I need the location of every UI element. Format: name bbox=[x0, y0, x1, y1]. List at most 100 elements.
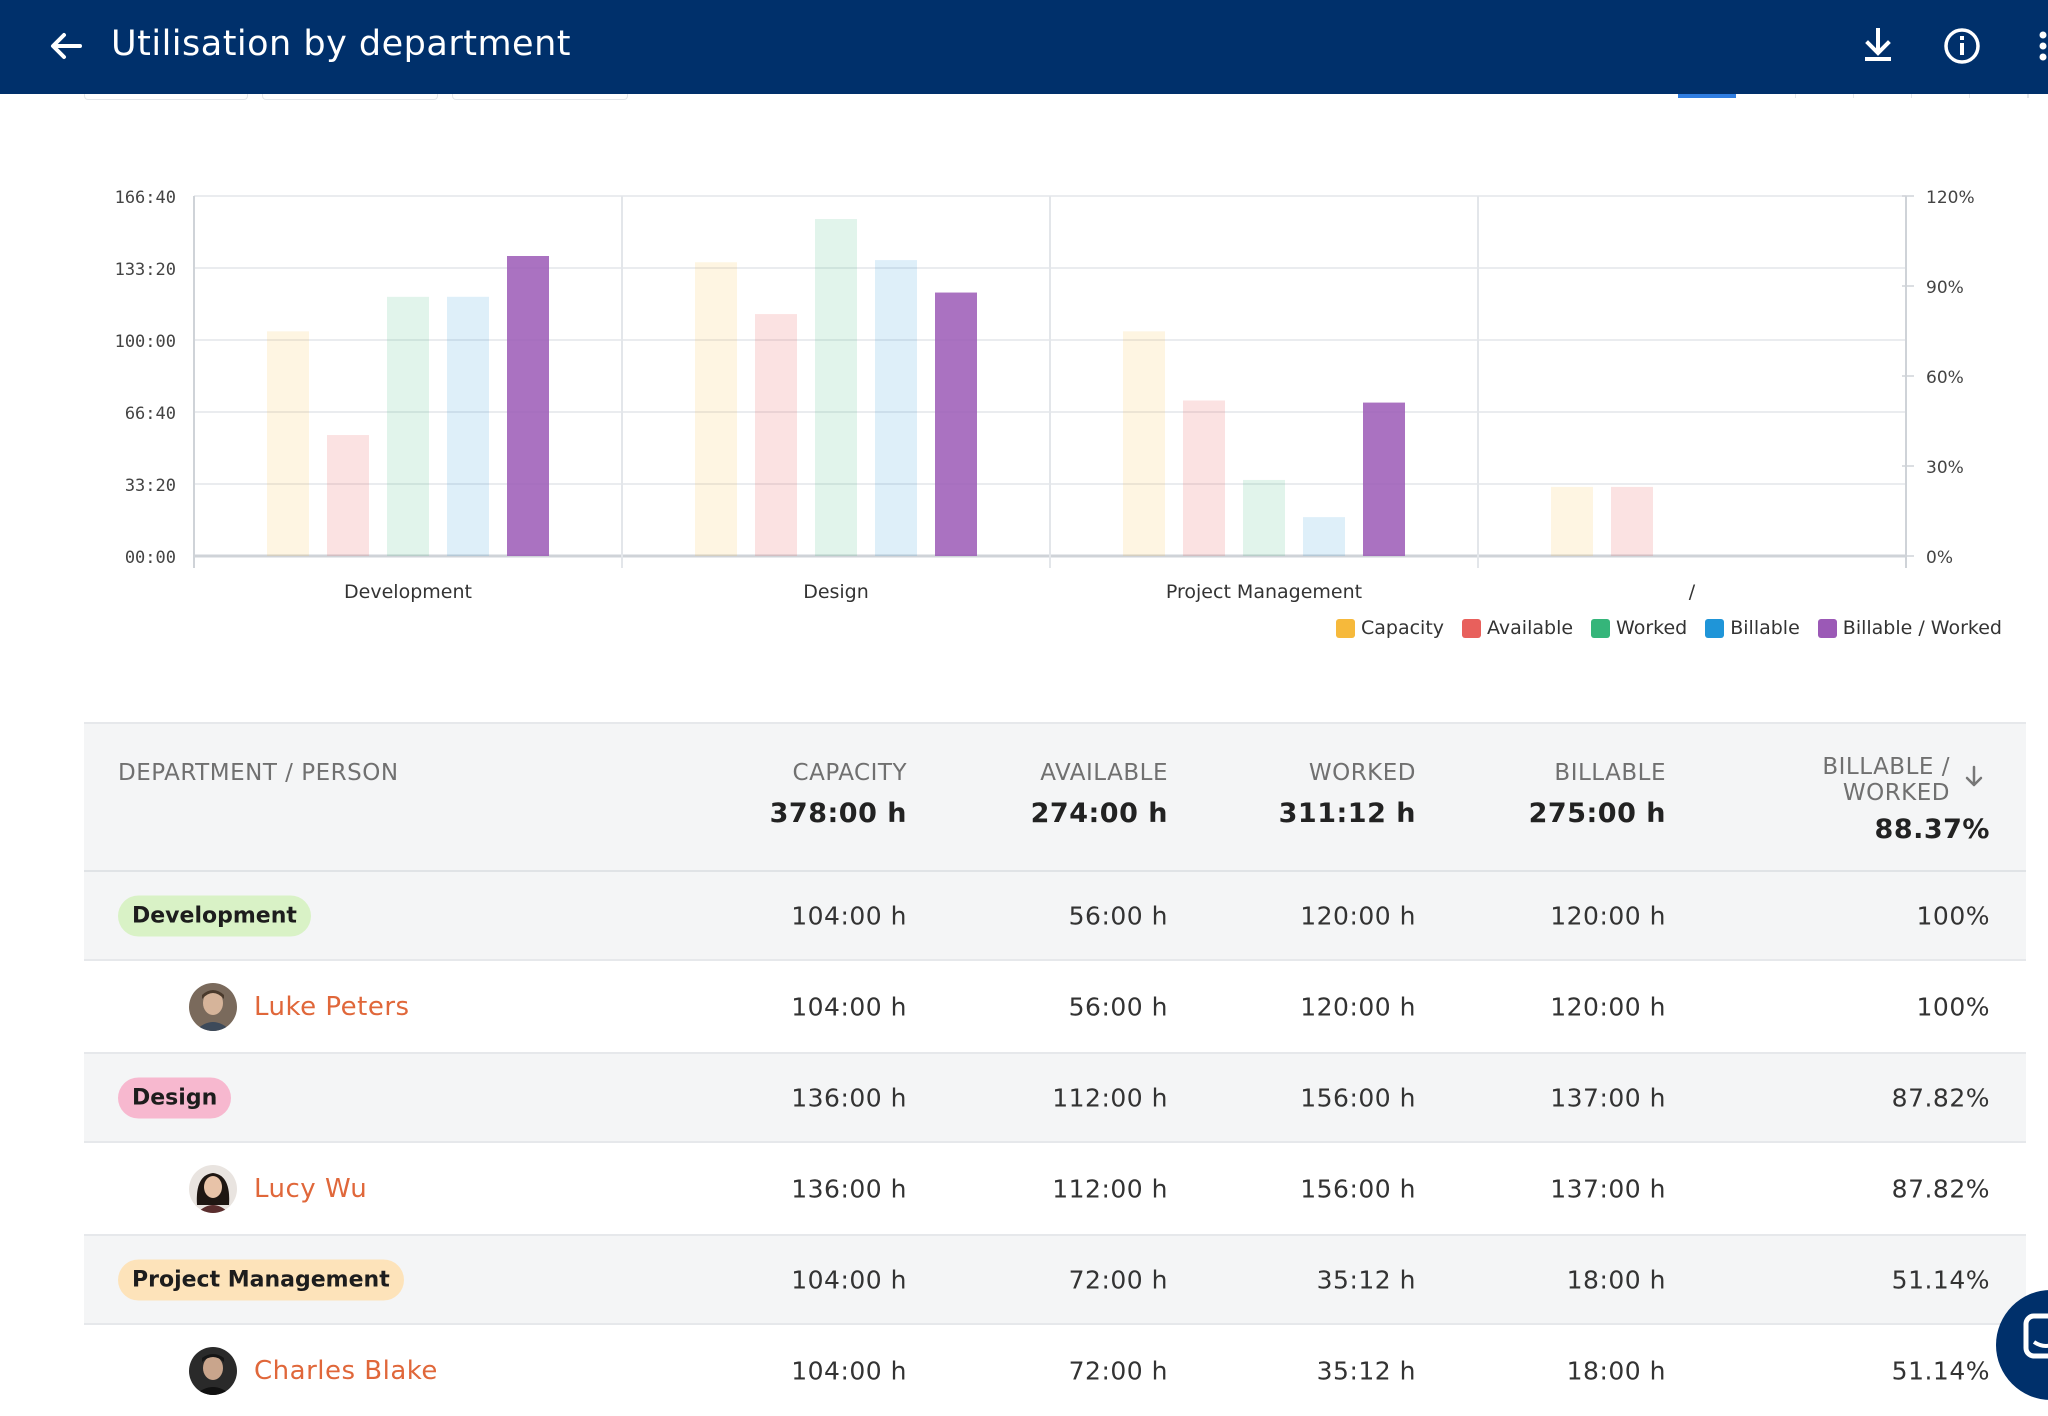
y-axis-right-tick-label: 90% bbox=[1926, 278, 1964, 298]
column-header-capacity[interactable]: Capacity bbox=[792, 760, 907, 786]
cell-billable: 120:00 h bbox=[1550, 901, 1666, 930]
legend-item-available[interactable]: Available bbox=[1462, 617, 1573, 639]
total-available: 274:00 h bbox=[1030, 798, 1168, 829]
utilisation-chart: 00:00 33:20 66:40 100:00 133:20 166:40 0% 30% 60… bbox=[115, 188, 1975, 603]
bar-worked bbox=[1243, 479, 1285, 556]
table-row-department[interactable]: Design 136:00 h 112:00 h 156:00 h 137:00… bbox=[84, 1054, 2026, 1143]
x-axis-category-label: Development bbox=[344, 581, 472, 603]
y-axis-right-tick-label: 120% bbox=[1926, 188, 1975, 208]
bar-available bbox=[755, 314, 797, 556]
total-capacity: 378:00 h bbox=[769, 798, 907, 829]
y-axis-right-tick-label: 0% bbox=[1926, 548, 1953, 568]
table-row-person[interactable]: Charles Blake 104:00 h 72:00 h 35:12 h 1… bbox=[84, 1325, 2026, 1416]
avatar bbox=[189, 1346, 237, 1395]
y-axis-left-tick-label: 00:00 bbox=[125, 548, 176, 568]
bar-billable bbox=[447, 296, 489, 556]
department-tag[interactable]: Design bbox=[118, 1077, 232, 1118]
legend-label: Available bbox=[1487, 617, 1574, 639]
legend-label: Billable bbox=[1730, 617, 1800, 639]
column-header-worked[interactable]: Worked bbox=[1308, 760, 1416, 786]
download-icon bbox=[1865, 28, 1891, 61]
cell-billable-worked: 87.82% bbox=[1891, 1174, 1990, 1203]
person-name-link[interactable]: Luke Peters bbox=[254, 991, 410, 1022]
column-header-billable-worked[interactable]: Billable / Worked bbox=[1822, 754, 1950, 806]
info-button[interactable] bbox=[1936, 20, 1988, 72]
cell-available: 56:00 h bbox=[1068, 992, 1168, 1021]
legend-label: Worked bbox=[1616, 617, 1688, 639]
legend-item-billable[interactable]: Billable bbox=[1705, 617, 1800, 639]
cell-worked: 120:00 h bbox=[1300, 992, 1416, 1021]
legend-swatch bbox=[1335, 618, 1355, 638]
person-name-link[interactable]: Lucy Wu bbox=[254, 1173, 368, 1204]
cell-billable-worked: 51.14% bbox=[1891, 1265, 1990, 1294]
avatar bbox=[189, 1164, 237, 1213]
cell-worked: 35:12 h bbox=[1316, 1356, 1416, 1385]
sort-descending-icon[interactable] bbox=[1962, 764, 1986, 790]
person-name-link[interactable]: Charles Blake bbox=[254, 1355, 438, 1386]
x-axis-category-label: Design bbox=[803, 581, 869, 603]
department-tag[interactable]: Project Management bbox=[118, 1259, 404, 1300]
total-billable-worked: 88.37% bbox=[1874, 814, 1990, 845]
bar-worked bbox=[387, 296, 429, 556]
legend-label: Capacity bbox=[1360, 617, 1445, 639]
legend-item-billable-worked[interactable]: Billable / Worked bbox=[1817, 617, 2002, 639]
chat-launcher-button[interactable] bbox=[1996, 1290, 2048, 1400]
column-header-name: Department / Person bbox=[118, 760, 399, 786]
more-vertical-icon bbox=[2039, 31, 2047, 61]
y-axis-left-tick-label: 33:20 bbox=[125, 476, 176, 496]
bar-worked bbox=[815, 219, 857, 556]
cell-capacity: 104:00 h bbox=[791, 901, 907, 930]
info-icon bbox=[1944, 28, 1980, 64]
filter-control[interactable] bbox=[262, 93, 438, 100]
legend-swatch bbox=[1462, 618, 1482, 638]
cell-worked: 35:12 h bbox=[1316, 1265, 1416, 1294]
bar-capacity bbox=[267, 331, 309, 556]
cell-capacity: 136:00 h bbox=[791, 1174, 907, 1203]
bar-capacity bbox=[1123, 331, 1165, 556]
column-header-available[interactable]: Available bbox=[1040, 760, 1168, 786]
column-header-billable[interactable]: Billable bbox=[1554, 760, 1666, 786]
download-button[interactable] bbox=[1852, 20, 1904, 72]
cell-capacity: 104:00 h bbox=[791, 1356, 907, 1385]
cell-billable-worked: 51.14% bbox=[1891, 1356, 1990, 1385]
legend-swatch bbox=[1705, 618, 1725, 638]
filter-control[interactable] bbox=[84, 93, 248, 100]
cell-capacity: 136:00 h bbox=[791, 1083, 907, 1112]
filter-control[interactable] bbox=[452, 93, 628, 100]
cell-capacity: 104:00 h bbox=[791, 992, 907, 1021]
view-tabs[interactable] bbox=[1738, 94, 2029, 98]
column-header-line: Worked bbox=[1842, 780, 1950, 806]
back-button[interactable] bbox=[40, 20, 92, 72]
bar-available bbox=[1611, 486, 1653, 556]
cell-billable: 18:00 h bbox=[1566, 1265, 1666, 1294]
y-axis-left-tick-label: 100:00 bbox=[115, 332, 176, 352]
legend-item-worked[interactable]: Worked bbox=[1591, 617, 1687, 639]
y-axis-left-tick-label: 166:40 bbox=[115, 188, 176, 208]
bar-billable bbox=[1303, 517, 1345, 556]
table-row-department[interactable]: Development 104:00 h 56:00 h 120:00 h 12… bbox=[84, 872, 2026, 961]
bar-billable-worked bbox=[507, 256, 549, 556]
arrow-left-icon bbox=[51, 33, 82, 59]
chat-icon bbox=[2023, 1313, 2048, 1359]
y-axis-right-tick-label: 30% bbox=[1926, 458, 1964, 478]
total-billable: 275:00 h bbox=[1528, 798, 1666, 829]
bar-billable bbox=[875, 260, 917, 556]
view-tab-active[interactable] bbox=[1678, 94, 1736, 98]
cell-billable: 120:00 h bbox=[1550, 992, 1666, 1021]
cell-billable: 137:00 h bbox=[1550, 1083, 1666, 1112]
cell-worked: 156:00 h bbox=[1300, 1174, 1416, 1203]
legend-item-capacity[interactable]: Capacity bbox=[1335, 617, 1445, 639]
x-axis-category-label: Project Management bbox=[1166, 581, 1362, 603]
cell-available: 112:00 h bbox=[1052, 1174, 1168, 1203]
table-row-person[interactable]: Luke Peters 104:00 h 56:00 h 120:00 h 12… bbox=[84, 961, 2026, 1054]
y-axis-right-tick-label: 60% bbox=[1926, 368, 1964, 388]
department-tag[interactable]: Development bbox=[118, 895, 311, 936]
table-row-person[interactable]: Lucy Wu 136:00 h 112:00 h 156:00 h 137:0… bbox=[84, 1143, 2026, 1236]
bar-capacity bbox=[695, 262, 737, 556]
cell-worked: 120:00 h bbox=[1300, 901, 1416, 930]
bar-billable-worked bbox=[935, 292, 977, 556]
cell-worked: 156:00 h bbox=[1300, 1083, 1416, 1112]
table-row-department[interactable]: Project Management 104:00 h 72:00 h 35:1… bbox=[84, 1236, 2026, 1325]
more-button[interactable] bbox=[2020, 20, 2048, 72]
cell-billable: 18:00 h bbox=[1566, 1356, 1666, 1385]
